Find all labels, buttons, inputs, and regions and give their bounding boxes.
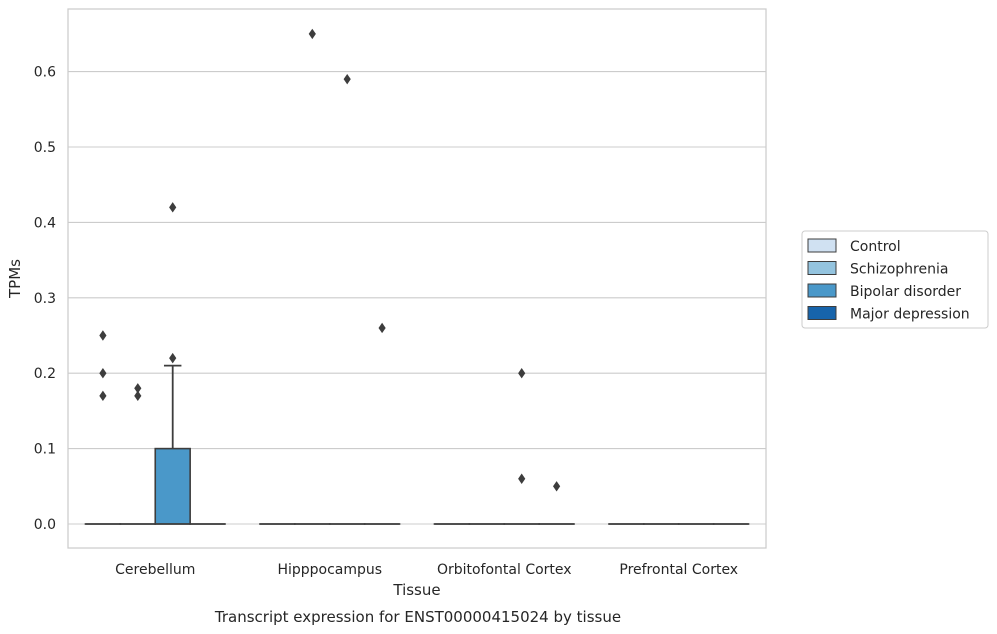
legend-swatch: [807, 238, 837, 253]
y-tick-labels: 0.0 0.1 0.2 0.3 0.4 0.5 0.6: [34, 65, 56, 533]
box-bipolar-disorder: [154, 364, 191, 525]
x-tick-labels: Cerebellum Hipppocampus Orbitofontal Corte…: [115, 562, 738, 578]
y-tick-label: 0.2: [34, 366, 56, 382]
outlier-point: [308, 28, 316, 40]
outlier-point: [134, 383, 142, 394]
x-tick-label: Hipppocampus: [277, 562, 382, 578]
outlier-point: [169, 202, 177, 213]
legend-item: Bipolar disorder: [807, 283, 961, 300]
plot-area-frame: [67, 8, 767, 549]
legend-item: Major depression: [807, 306, 970, 323]
y-tick-label: 0.5: [34, 140, 56, 156]
x-tick-label: Cerebellum: [115, 562, 195, 578]
y-axis-label: TPMs: [6, 259, 24, 299]
legend-label: Bipolar disorder: [850, 284, 961, 300]
legend-frame: [801, 230, 989, 329]
outlier-point: [518, 368, 526, 379]
boxes: [84, 364, 750, 525]
outlier-point: [343, 73, 351, 85]
y-tick-label: 0.0: [34, 517, 56, 533]
outliers: [99, 28, 561, 492]
legend: Control Schizophrenia Bipolar disorder Majo…: [801, 230, 989, 329]
y-tick-label: 0.6: [34, 65, 56, 81]
x-tick-label: Prefrontal Cortex: [619, 562, 738, 578]
x-tick-label: Orbitofontal Cortex: [437, 562, 572, 578]
y-tick-label: 0.4: [34, 215, 56, 231]
y-tick-label: 0.3: [34, 291, 56, 307]
legend-label: Control: [850, 239, 901, 255]
outlier-point: [99, 368, 107, 379]
legend-item: Schizophrenia: [807, 261, 948, 278]
x-axis-label: Tissue: [392, 581, 440, 599]
outlier-point: [518, 473, 526, 484]
y-tick-label: 0.1: [34, 442, 56, 458]
outlier-point: [553, 481, 561, 492]
legend-label: Schizophrenia: [850, 262, 948, 278]
outlier-point: [169, 352, 177, 364]
legend-swatch: [807, 261, 837, 275]
outlier-point: [99, 390, 107, 402]
chart-title: Transcript expression for ENST0000041502…: [214, 608, 621, 626]
legend-swatch: [807, 306, 837, 320]
outlier-point: [99, 330, 107, 341]
legend-swatch: [807, 283, 837, 298]
legend-label: Major depression: [850, 307, 970, 323]
outlier-point: [134, 390, 142, 402]
outlier-point: [378, 322, 386, 334]
legend-item: Control: [807, 238, 901, 255]
